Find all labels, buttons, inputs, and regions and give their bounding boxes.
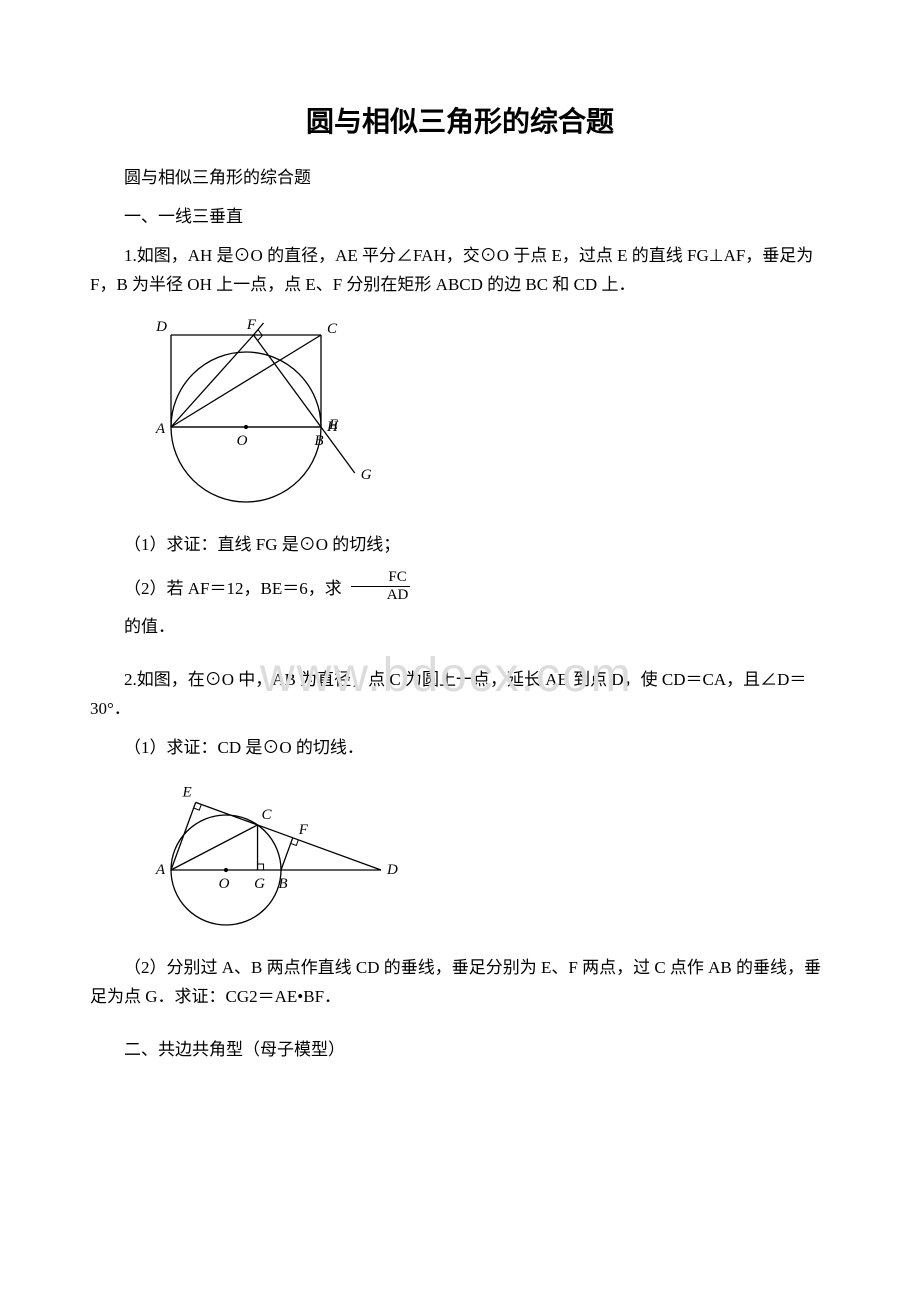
- svg-text:A: A: [155, 421, 166, 437]
- svg-text:H: H: [326, 419, 339, 435]
- svg-text:C: C: [327, 321, 338, 337]
- svg-text:F: F: [246, 317, 257, 333]
- svg-text:G: G: [254, 876, 265, 892]
- svg-text:B: B: [314, 433, 323, 449]
- problem-1-q2-suffix: 的值．: [90, 613, 830, 642]
- problem-1-q2-prefix: （2）若 AF＝12，BE＝6，求: [90, 574, 342, 599]
- svg-text:F: F: [298, 822, 309, 838]
- problem-1-q1: （1）求证：直线 FG 是⊙O 的切线；: [90, 531, 830, 560]
- fraction-fc-ad: FC AD: [350, 569, 412, 603]
- svg-text:E: E: [182, 784, 192, 800]
- problem-1-text: 1.如图，AH 是⊙O 的直径，AE 平分∠FAH，交⊙O 于点 E，过点 E …: [90, 242, 830, 300]
- section-2-heading: 二、共边共角型（母子模型）: [90, 1036, 830, 1065]
- subtitle-text: 圆与相似三角形的综合题: [90, 164, 830, 193]
- problem-1-q2: （2）若 AF＝12，BE＝6，求 FC AD: [90, 569, 830, 603]
- fraction-numerator: FC: [351, 569, 409, 587]
- svg-text:D: D: [155, 319, 167, 335]
- problem-2-text: 2.如图，在⊙O 中，AB 为直径，点 C 为圆上一点，延长 AB 到点 D，使…: [90, 666, 830, 724]
- fraction-denominator: AD: [350, 587, 412, 604]
- section-1-heading: 一、一线三垂直: [90, 203, 830, 232]
- problem-2-q1: （1）求证：CD 是⊙O 的切线．: [90, 734, 830, 763]
- page-title: 圆与相似三角形的综合题: [90, 100, 830, 140]
- figure-1: DCFEGAOBH: [136, 312, 830, 517]
- svg-text:O: O: [237, 433, 248, 449]
- problem-2-q2: （2）分别过 A、B 两点作直线 CD 的垂线，垂足分别为 E、F 两点，过 C…: [90, 954, 830, 1012]
- svg-text:D: D: [386, 862, 398, 878]
- figure-1-svg: DCFEGAOBH: [136, 312, 371, 512]
- figure-2-svg: A O GB D C E F: [136, 775, 426, 935]
- svg-text:G: G: [361, 467, 371, 483]
- svg-text:B: B: [278, 876, 287, 892]
- svg-text:C: C: [262, 807, 273, 823]
- svg-text:A: A: [155, 862, 166, 878]
- svg-text:O: O: [219, 876, 230, 892]
- figure-2: A O GB D C E F: [136, 775, 830, 940]
